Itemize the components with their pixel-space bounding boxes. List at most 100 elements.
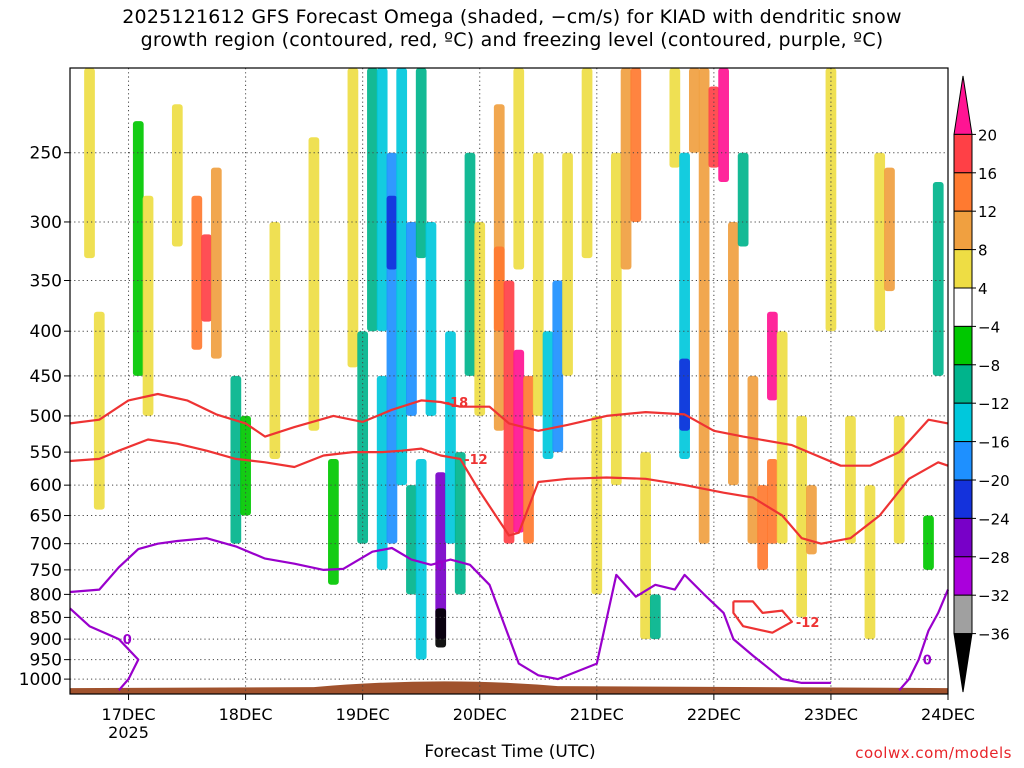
y-tick-label-800: 800 <box>30 585 62 605</box>
omega-cell-60 <box>767 311 778 401</box>
omega-cell-59 <box>757 485 769 570</box>
y-tick-label-600: 600 <box>30 476 62 496</box>
colorbar-label-11: −28 <box>978 549 1010 567</box>
omega-cell-44 <box>610 152 622 486</box>
omega-cell-25 <box>425 221 437 416</box>
contour-label-4: 0 <box>123 633 132 648</box>
colorbar-label-7: −12 <box>978 395 1010 413</box>
colorbar-swatch-11 <box>953 517 973 558</box>
omega-cell-34 <box>503 280 515 544</box>
colorbar-label-6: −8 <box>978 357 1000 375</box>
y-tick-label-750: 750 <box>30 561 62 581</box>
chart-title-line-1: 2025121612 GFS Forecast Omega (shaded, −… <box>122 6 902 28</box>
omega-cell-39 <box>542 331 554 459</box>
omega-cell-65 <box>825 68 837 332</box>
y-tick-label-950: 950 <box>30 651 62 671</box>
colorbar-swatch-14 <box>953 633 973 693</box>
omega-cell-45 <box>620 68 632 270</box>
y-tick-label-250: 250 <box>30 144 62 164</box>
omega-cell-72 <box>923 515 934 570</box>
omega-cell-26 <box>435 472 447 640</box>
omega-cell-27 <box>435 608 447 648</box>
omega-cell-40 <box>552 280 564 453</box>
contour-label-1: -12 <box>464 453 488 468</box>
x-tick-label-23DEC: 23DEC <box>804 705 858 724</box>
chart-title-line-2: growth region (contoured, red, ºC) and f… <box>140 29 884 51</box>
y-tick-label-900: 900 <box>30 630 62 650</box>
omega-cell-62 <box>776 331 788 544</box>
omega-cell-31 <box>474 221 486 416</box>
y-tick-label-350: 350 <box>30 271 62 291</box>
omega-cell-41 <box>562 152 573 376</box>
omega-cell-48 <box>649 594 661 640</box>
omega-cell-1 <box>93 311 105 510</box>
colorbar-swatch-6 <box>953 325 973 366</box>
omega-cell-28 <box>445 331 456 544</box>
omega-cell-49 <box>669 68 681 168</box>
omega-cell-2 <box>132 121 144 376</box>
colorbar-label-4: 4 <box>978 280 988 298</box>
colorbar-swatch-5 <box>953 287 973 327</box>
omega-cell-58 <box>747 375 759 544</box>
colorbar-swatch-12 <box>953 556 973 596</box>
omega-cell-70 <box>893 415 905 544</box>
contour-label-3: 0 <box>435 559 444 574</box>
x-tick-label-21DEC: 21DEC <box>570 705 624 724</box>
x-tick-label-17DEC: 17DEC <box>102 705 156 724</box>
x-tick-label-19DEC: 19DEC <box>336 705 390 724</box>
colorbar-swatch-0 <box>953 75 973 135</box>
colorbar-label-1: 16 <box>978 165 997 183</box>
colorbar-label-9: −20 <box>978 472 1010 490</box>
omega-cell-46 <box>630 68 642 222</box>
y-tick-label-450: 450 <box>30 367 62 387</box>
omega-cell-6 <box>201 234 212 322</box>
omega-cell-51 <box>679 358 690 431</box>
omega-cell-14 <box>357 331 369 544</box>
colorbar-label-3: 8 <box>978 242 988 260</box>
omega-cell-20 <box>396 68 408 486</box>
omega-cell-57 <box>737 152 749 247</box>
contour-line-4 <box>69 607 140 692</box>
contour-line-5 <box>898 589 950 692</box>
omega-cell-30 <box>464 152 476 376</box>
contour-line-0 <box>69 392 949 467</box>
x-year-label: 2025 <box>108 723 149 742</box>
omega-cell-29 <box>454 452 466 595</box>
colorbar-swatch-13 <box>953 594 973 635</box>
omega-cell-5 <box>191 195 203 350</box>
omega-cell-35 <box>513 349 525 533</box>
omega-cell-12 <box>328 458 339 585</box>
omega-cell-55 <box>718 68 729 182</box>
contour-line-1 <box>69 438 949 545</box>
omega-cell-38 <box>532 152 544 416</box>
omega-cell-67 <box>864 485 876 640</box>
source-credit: coolwx.com/models <box>855 744 1012 762</box>
omega-cell-16 <box>376 68 388 332</box>
colorbar-swatch-9 <box>953 441 973 481</box>
omega-cell-52 <box>688 68 700 153</box>
omega-cell-15 <box>367 68 378 332</box>
y-tick-label-650: 650 <box>30 507 62 527</box>
colorbar-label-8: −16 <box>978 434 1010 452</box>
omega-cell-63 <box>796 415 808 618</box>
omega-cell-19 <box>386 195 398 270</box>
colorbar-swatch-10 <box>953 479 973 519</box>
omega-cell-68 <box>874 152 886 332</box>
colorbar-label-13: −36 <box>978 626 1010 644</box>
colorbar-swatch-2 <box>953 172 973 212</box>
colorbar-label-10: −24 <box>978 510 1010 528</box>
y-tick-label-500: 500 <box>30 407 62 427</box>
x-axis-label: Forecast Time (UTC) <box>424 742 596 762</box>
omega-cell-13 <box>347 68 359 368</box>
omega-cell-66 <box>845 415 856 544</box>
omega-cell-24 <box>415 68 427 259</box>
omega-cell-22 <box>406 485 417 595</box>
colorbar-swatch-3 <box>953 210 973 251</box>
colorbar-label-2: 12 <box>978 203 997 221</box>
omega-cell-21 <box>406 221 417 416</box>
y-tick-label-550: 550 <box>30 443 62 463</box>
surface-terrain <box>70 681 948 694</box>
y-tick-label-400: 400 <box>30 322 62 342</box>
omega-cell-4 <box>171 104 183 247</box>
